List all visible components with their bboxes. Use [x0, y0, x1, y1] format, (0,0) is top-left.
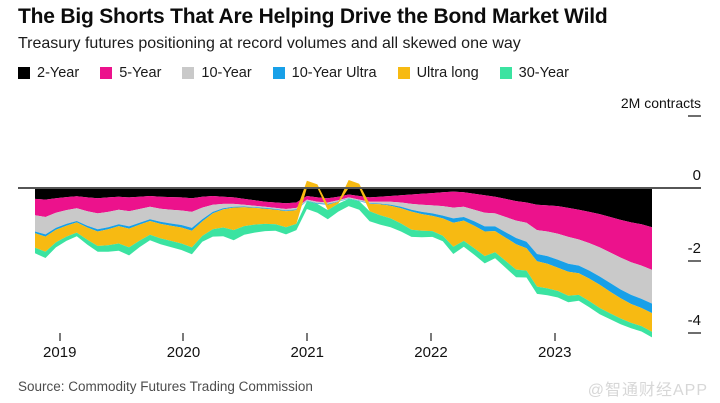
- legend-label: 5-Year: [119, 65, 162, 81]
- legend-label: 10-Year Ultra: [291, 65, 377, 81]
- legend-label: 30-Year: [518, 65, 569, 81]
- area-series-ultra-long: [35, 180, 652, 332]
- y-axis-label: -2: [687, 239, 701, 257]
- legend-item-30-year: 30-Year: [499, 65, 569, 81]
- legend-swatch: [182, 67, 195, 79]
- source-attribution: Source: Commodity Futures Trading Commis…: [18, 379, 313, 394]
- x-axis-year-label: 2023: [538, 344, 572, 361]
- x-axis-tick: [553, 333, 556, 341]
- x-axis-year-label: 2021: [290, 344, 324, 361]
- x-axis-tick: [429, 333, 432, 341]
- legend-swatch: [272, 67, 285, 79]
- legend-label: 10-Year: [201, 65, 252, 81]
- legend-item-10-year-ultra: 10-Year Ultra: [272, 65, 377, 81]
- zero-axis-line: [18, 187, 701, 189]
- x-axis-year-label: 2019: [43, 344, 77, 361]
- legend-item-10-year: 10-Year: [182, 65, 252, 81]
- y-axis-unit-label: 2M contracts: [620, 94, 701, 111]
- legend-item-2-year: 2-Year: [18, 65, 79, 81]
- legend-swatch: [499, 67, 512, 79]
- y-axis-tick: [688, 259, 701, 262]
- x-axis-tick: [58, 333, 61, 341]
- y-axis-label: 0: [692, 167, 701, 184]
- area-series-10-year: [35, 197, 652, 304]
- legend-swatch: [18, 67, 30, 79]
- legend-label: Ultra long: [416, 65, 479, 81]
- chart-title: The Big Shorts That Are Helping Drive th…: [18, 5, 608, 28]
- y-axis-label: -4: [687, 312, 701, 329]
- y-axis-tick: [688, 332, 701, 334]
- chart-subtitle: Treasury futures positioning at record v…: [18, 35, 521, 52]
- y-axis-tick: [688, 114, 701, 117]
- legend-label: 2-Year: [37, 65, 80, 81]
- chart-legend: 2-Year 5-Year 10-Year 10-Year Ultra Ultra lo…: [18, 65, 569, 81]
- x-axis-year-label: 2022: [414, 344, 448, 361]
- area-series-5-year: [35, 191, 652, 270]
- watermark-zhitong: @智通财经APP: [587, 382, 708, 399]
- legend-item-ultra-long: Ultra long: [397, 65, 479, 81]
- x-axis-year-label: 2020: [166, 344, 201, 361]
- x-axis-tick: [306, 333, 309, 341]
- area-series-2-year: [35, 188, 652, 228]
- x-axis-tick: [182, 333, 185, 341]
- legend-swatch: [100, 67, 113, 79]
- legend-item-5-year: 5-Year: [100, 65, 161, 81]
- legend-swatch: [397, 67, 410, 79]
